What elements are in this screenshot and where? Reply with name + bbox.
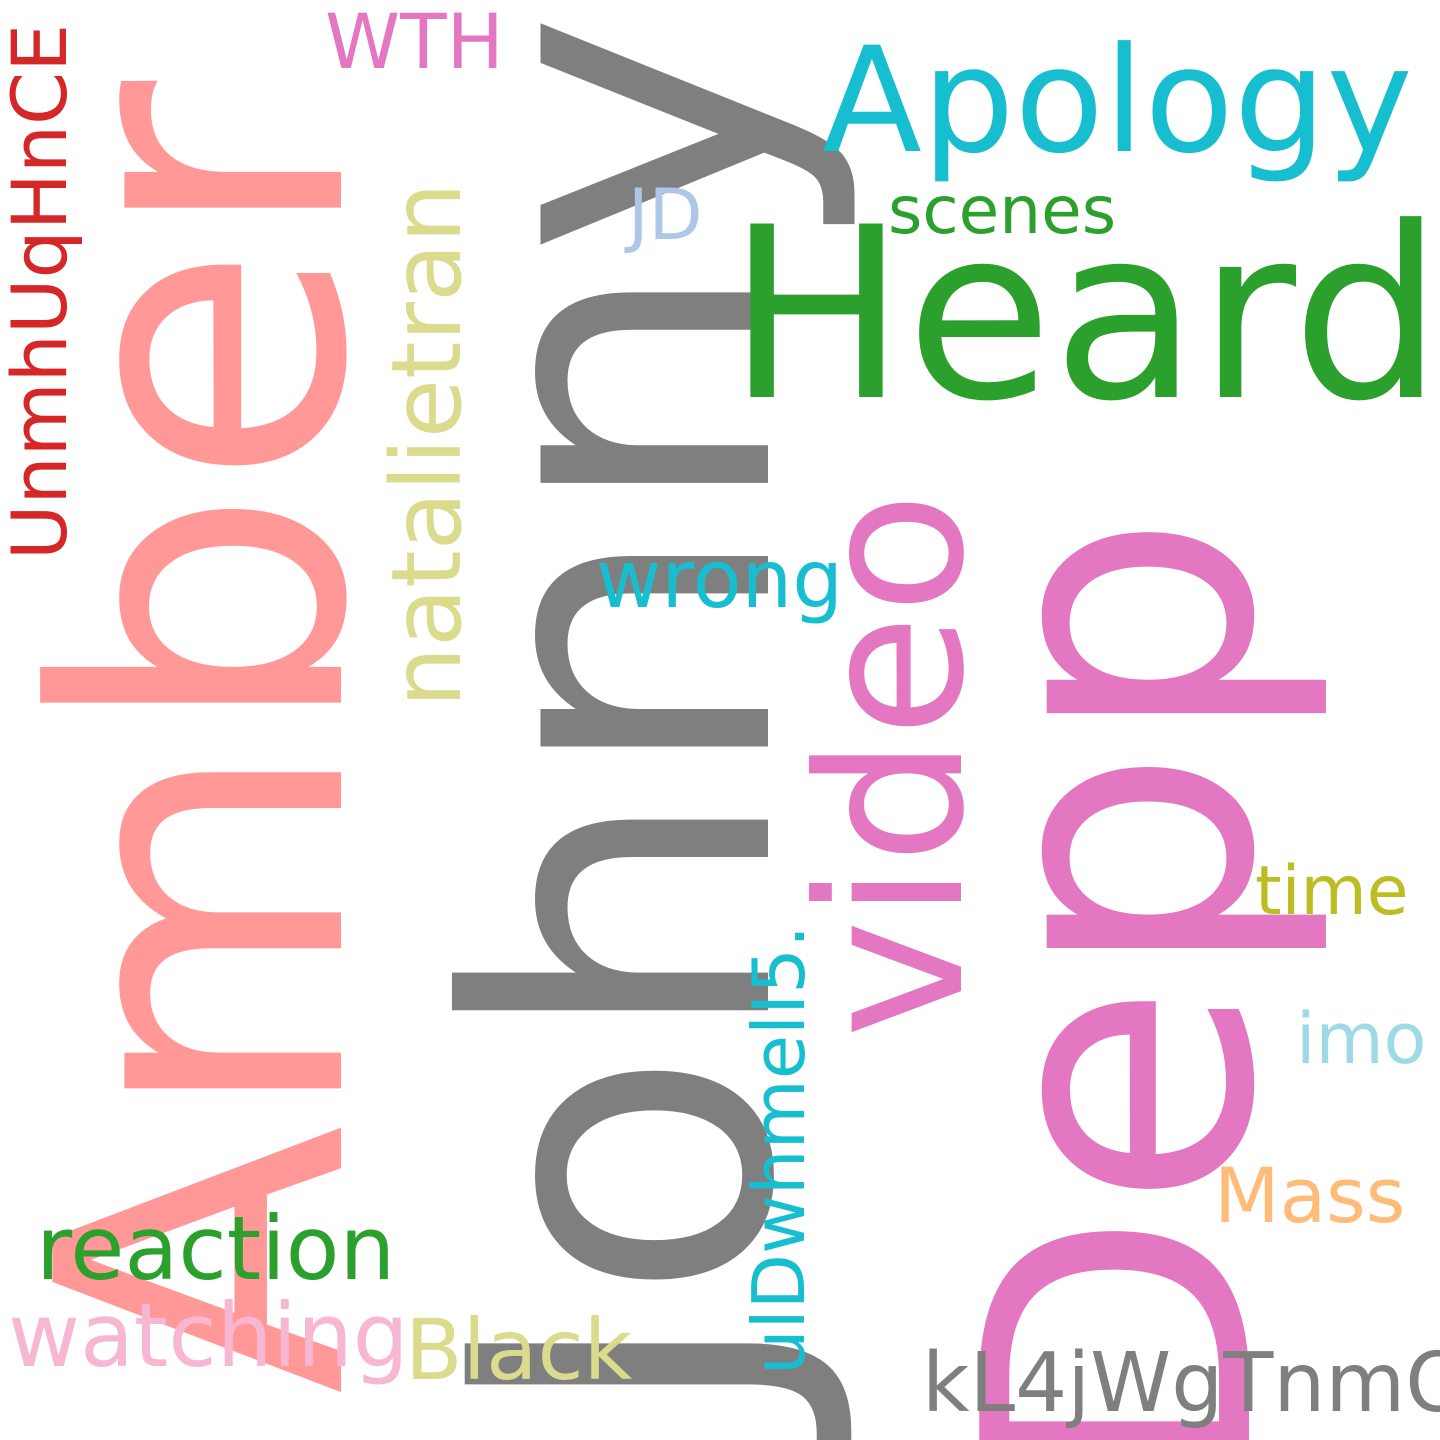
word-kl4jwgtnmo: kL4jWgTnmO [922, 1336, 1440, 1431]
word-jd: JD [628, 174, 703, 256]
word-imo: imo [1296, 998, 1427, 1080]
word-wrong: wrong [596, 533, 843, 626]
word-time: time [1255, 852, 1409, 931]
word-uldwhmeli5: ulDwhmelI5. [737, 925, 821, 1375]
word-mass: Mass [1214, 1151, 1406, 1240]
word-black: Black [405, 1301, 633, 1399]
word-watching: watching [8, 1284, 409, 1387]
word-scenes: scenes [888, 172, 1117, 249]
word-natalietran: natalietran [371, 182, 483, 708]
word-reaction: reaction [36, 1197, 396, 1300]
word-heard: Heard [727, 177, 1440, 454]
word-unmhuqhnce: UnmhUqHnCE [0, 23, 84, 561]
word-apology: Apology [822, 16, 1413, 186]
word-wth: WTH [325, 0, 504, 86]
